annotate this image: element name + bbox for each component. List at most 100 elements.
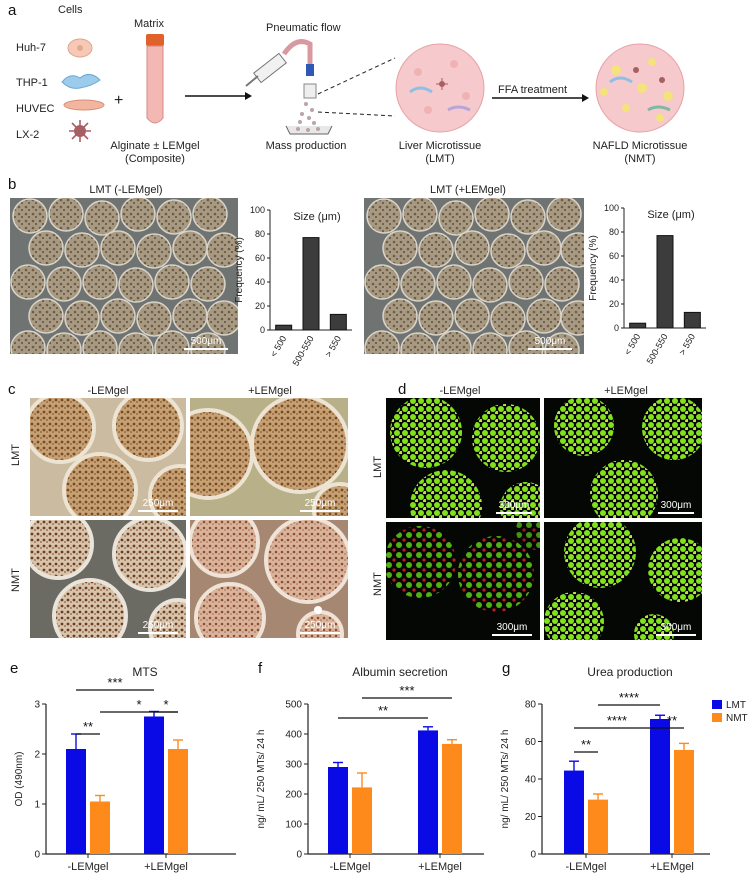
- live-dead-field: [390, 398, 540, 518]
- histogram-bar: [329, 313, 347, 331]
- microtissue-field: [364, 198, 584, 354]
- bar-nmt: [90, 801, 110, 854]
- ffa-treatment-label: FFA treatment: [498, 84, 568, 96]
- panel-label-c: c: [8, 381, 16, 398]
- micrograph-c-nmt-minus: 250μm: [30, 520, 186, 638]
- y-tick-label: 40: [525, 775, 537, 786]
- bar-nmt: [352, 787, 372, 854]
- cell-label: LX-2: [16, 129, 40, 141]
- matrix-tube-icon: [146, 34, 164, 124]
- nmt-sphere-icon: [595, 43, 685, 133]
- y-axis-label: OD (490nm): [14, 751, 25, 806]
- scale-bar: 250μm: [300, 498, 340, 512]
- pneumatic-flow-label: Pneumatic flow: [266, 22, 341, 34]
- histogram-bar: [656, 235, 674, 329]
- legend-label: LMT: [726, 700, 746, 711]
- y-tick-label: 0: [530, 850, 536, 861]
- lx2-cell-icon: [69, 120, 91, 142]
- y-tick-label: 200: [285, 790, 302, 801]
- matrix-label-sub: (Composite): [125, 153, 185, 165]
- panel-c-col-plus: +LEMgel: [248, 385, 292, 397]
- panel-label-e: e: [10, 660, 19, 677]
- y-tick-label: 300: [285, 760, 302, 771]
- microtissue-field: [190, 520, 348, 638]
- y-tick-label: 20: [609, 299, 619, 309]
- cell-label: Huh-7: [16, 42, 46, 54]
- lmt-label-sub: (LMT): [425, 153, 455, 165]
- histogram-bar: [683, 311, 701, 329]
- x-tick-label: -LEMgel: [330, 861, 371, 873]
- y-tick-label: 100: [250, 205, 265, 215]
- y-axis-label: ng/ mL/ 250 MTs/ 24 h: [500, 730, 511, 829]
- fluorescence-d-lmt-plus: 300μm: [544, 398, 702, 518]
- droplets-icon: [298, 102, 316, 125]
- y-tick-label: 400: [285, 730, 302, 741]
- x-tick-label: +LEMgel: [144, 861, 188, 873]
- legend-swatch: [712, 713, 722, 722]
- significance-mark: **: [83, 719, 93, 734]
- y-tick-label: 100: [604, 203, 619, 213]
- histogram-title: Size (μm): [647, 209, 694, 221]
- y-axis-label: ng/ mL/ 250 MTs/ 24 h: [256, 730, 267, 829]
- y-tick-label: 3: [34, 700, 40, 711]
- micrograph-lmt-plus: 500μm: [364, 198, 584, 354]
- panel-label-f: f: [258, 660, 263, 677]
- panel-c-row-nmt: NMT: [10, 568, 22, 592]
- y-tick-label: 40: [255, 277, 265, 287]
- nmt-label-sub: (NMT): [624, 153, 656, 165]
- microtissue-field: [190, 398, 348, 516]
- histogram-bar: [302, 237, 320, 331]
- significance-mark: *: [163, 697, 168, 712]
- x-tick-label: 500-550: [291, 334, 316, 368]
- bar-nmt: [168, 749, 188, 854]
- y-axis-label: Frequency (%): [588, 235, 599, 301]
- legend-swatch: [712, 700, 722, 709]
- scale-bar: 300μm: [492, 622, 532, 636]
- panel-b-left-title: LMT (-LEMgel): [89, 184, 163, 196]
- bar-nmt: [674, 749, 694, 854]
- y-tick-label: 60: [609, 251, 619, 261]
- y-tick-label: 0: [260, 325, 265, 335]
- matrix-label: Alginate ± LEMgel: [110, 140, 200, 152]
- y-tick-label: 2: [34, 750, 40, 761]
- scale-bar: 500μm: [184, 336, 228, 350]
- histogram-bar: [275, 324, 293, 331]
- cell-label: HUVEC: [16, 103, 55, 115]
- panel-c-col-minus: -LEMgel: [87, 385, 129, 397]
- microtissue-field: [30, 520, 186, 638]
- x-tick-label: -LEMgel: [566, 861, 607, 873]
- zoom-line: [317, 111, 396, 117]
- micrograph-c-lmt-minus: 250μm: [30, 398, 186, 516]
- significance-mark: ****: [619, 690, 639, 705]
- micrograph-c-lmt-plus: 250μm: [190, 398, 348, 516]
- significance-mark: **: [378, 703, 388, 718]
- bar-lmt: [564, 770, 584, 854]
- micrograph-lmt-minus: 500μm: [10, 198, 238, 354]
- scale-bar: 250μm: [138, 498, 178, 512]
- x-tick-label: < 500: [268, 334, 288, 359]
- histogram-left: Size (μm) 0 20 40 60 80 100 Frequency (%) < 500 5…: [234, 205, 352, 368]
- panel-d-row-nmt: NMT: [372, 572, 384, 596]
- syringe-icon: [245, 39, 317, 99]
- microtissue-field: [10, 198, 238, 354]
- cell-label: THP-1: [16, 77, 48, 89]
- y-tick-label: 20: [525, 812, 537, 823]
- bar-lmt: [144, 716, 164, 854]
- lmt-sphere-icon: [395, 43, 485, 133]
- y-tick-label: 40: [609, 275, 619, 285]
- x-tick-label: > 550: [677, 332, 697, 357]
- x-tick-label: > 550: [323, 334, 343, 359]
- microtissue-field: [30, 398, 186, 516]
- cells-header: Cells: [58, 4, 83, 16]
- histogram-bar: [629, 322, 647, 329]
- panel-d-row-lmt: LMT: [372, 456, 384, 478]
- scale-bar: 250μm: [138, 620, 178, 634]
- fluorescence-d-lmt-minus: 300μm: [386, 398, 540, 518]
- panel-b-right-title: LMT (+LEMgel): [430, 184, 506, 196]
- y-tick-label: 0: [296, 850, 302, 861]
- schematic-drawing: [61, 34, 685, 142]
- y-tick-label: 60: [525, 737, 537, 748]
- x-tick-label: -LEMgel: [68, 861, 109, 873]
- zoom-line: [317, 57, 396, 95]
- scale-bar: 300μm: [656, 622, 696, 636]
